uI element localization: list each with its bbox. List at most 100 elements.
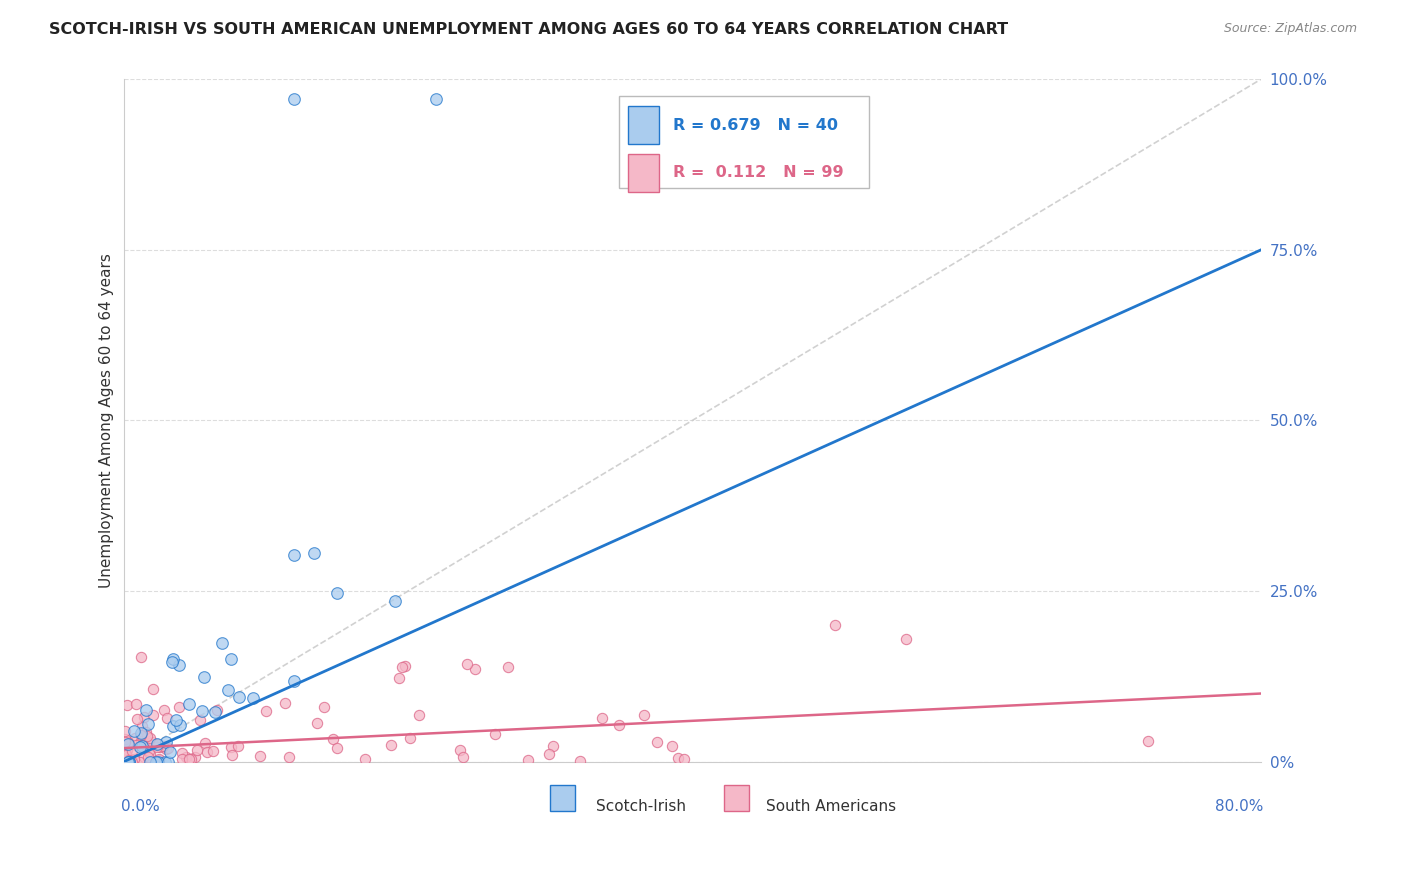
Point [242,690,264,705]
Point [326,586,349,600]
Point [169,718,191,732]
Point [157,755,180,769]
Point [142,682,165,697]
Point [121,743,143,757]
Point [121,755,143,769]
Point [160,656,183,670]
Point [314,700,336,714]
Point [146,755,169,769]
Point [136,729,159,743]
Point [155,735,177,749]
Point [118,755,141,769]
Point [115,743,138,757]
Point [666,751,689,765]
Point [156,740,179,755]
Point [120,752,142,766]
Point [149,739,172,754]
Point [394,659,416,673]
Point [274,696,297,710]
Point [453,749,475,764]
FancyBboxPatch shape [627,106,659,144]
Point [204,705,226,719]
Point [117,737,139,751]
Point [219,652,242,666]
Point [139,747,162,761]
Point [1136,734,1159,748]
Point [456,657,478,672]
Point [607,717,630,731]
Point [307,715,329,730]
Point [391,660,413,674]
Point [517,752,540,766]
Point [384,593,406,607]
Point [131,650,153,665]
Point [184,749,207,764]
Point [205,703,228,717]
Point [139,731,162,746]
Point [129,734,152,748]
Point [824,618,846,632]
Point [167,699,190,714]
Point [122,723,145,738]
Point [145,755,167,769]
Point [145,737,167,751]
Point [170,752,193,766]
Point [142,707,165,722]
Point [538,747,561,761]
Point [115,698,138,713]
Point [146,737,169,751]
Point [118,755,141,769]
Point [174,750,197,764]
Point [155,742,177,756]
Point [129,726,152,740]
Point [153,703,176,717]
Point [193,670,215,684]
Point [498,660,520,674]
Point [165,713,187,727]
Point [153,755,176,769]
Point [194,736,217,750]
Point [302,546,325,560]
Point [167,658,190,673]
Point [162,652,184,666]
Point [117,735,139,749]
Point [186,743,208,757]
Point [226,739,249,753]
Point [894,632,917,646]
Y-axis label: Unemployment Among Ages 60 to 64 years: Unemployment Among Ages 60 to 64 years [100,253,114,588]
Point [128,739,150,754]
Point [118,753,141,767]
Point [191,704,214,718]
Point [398,731,420,745]
Point [122,752,145,766]
Point [188,713,211,727]
Point [114,724,136,739]
Point [321,732,343,747]
Point [146,739,169,754]
Point [136,750,159,764]
Text: Source: ZipAtlas.com: Source: ZipAtlas.com [1223,22,1357,36]
Point [136,717,159,731]
Point [249,749,271,764]
Point [125,738,148,752]
Text: R =  0.112   N = 99: R = 0.112 N = 99 [673,165,844,180]
Point [283,93,305,107]
FancyBboxPatch shape [724,785,749,811]
FancyBboxPatch shape [550,785,575,811]
Text: R = 0.679   N = 40: R = 0.679 N = 40 [673,118,838,133]
Point [125,697,148,711]
Point [388,671,411,685]
Point [115,747,138,762]
Point [425,93,447,107]
FancyBboxPatch shape [619,96,869,188]
Point [449,743,471,757]
Point [138,736,160,750]
Point [162,718,184,732]
Point [143,755,166,769]
Text: SCOTCH-IRISH VS SOUTH AMERICAN UNEMPLOYMENT AMONG AGES 60 TO 64 YEARS CORRELATIO: SCOTCH-IRISH VS SOUTH AMERICAN UNEMPLOYM… [49,22,1008,37]
Point [125,712,148,726]
Point [139,755,162,769]
Point [148,753,170,767]
Point [254,704,277,718]
Point [283,674,305,689]
